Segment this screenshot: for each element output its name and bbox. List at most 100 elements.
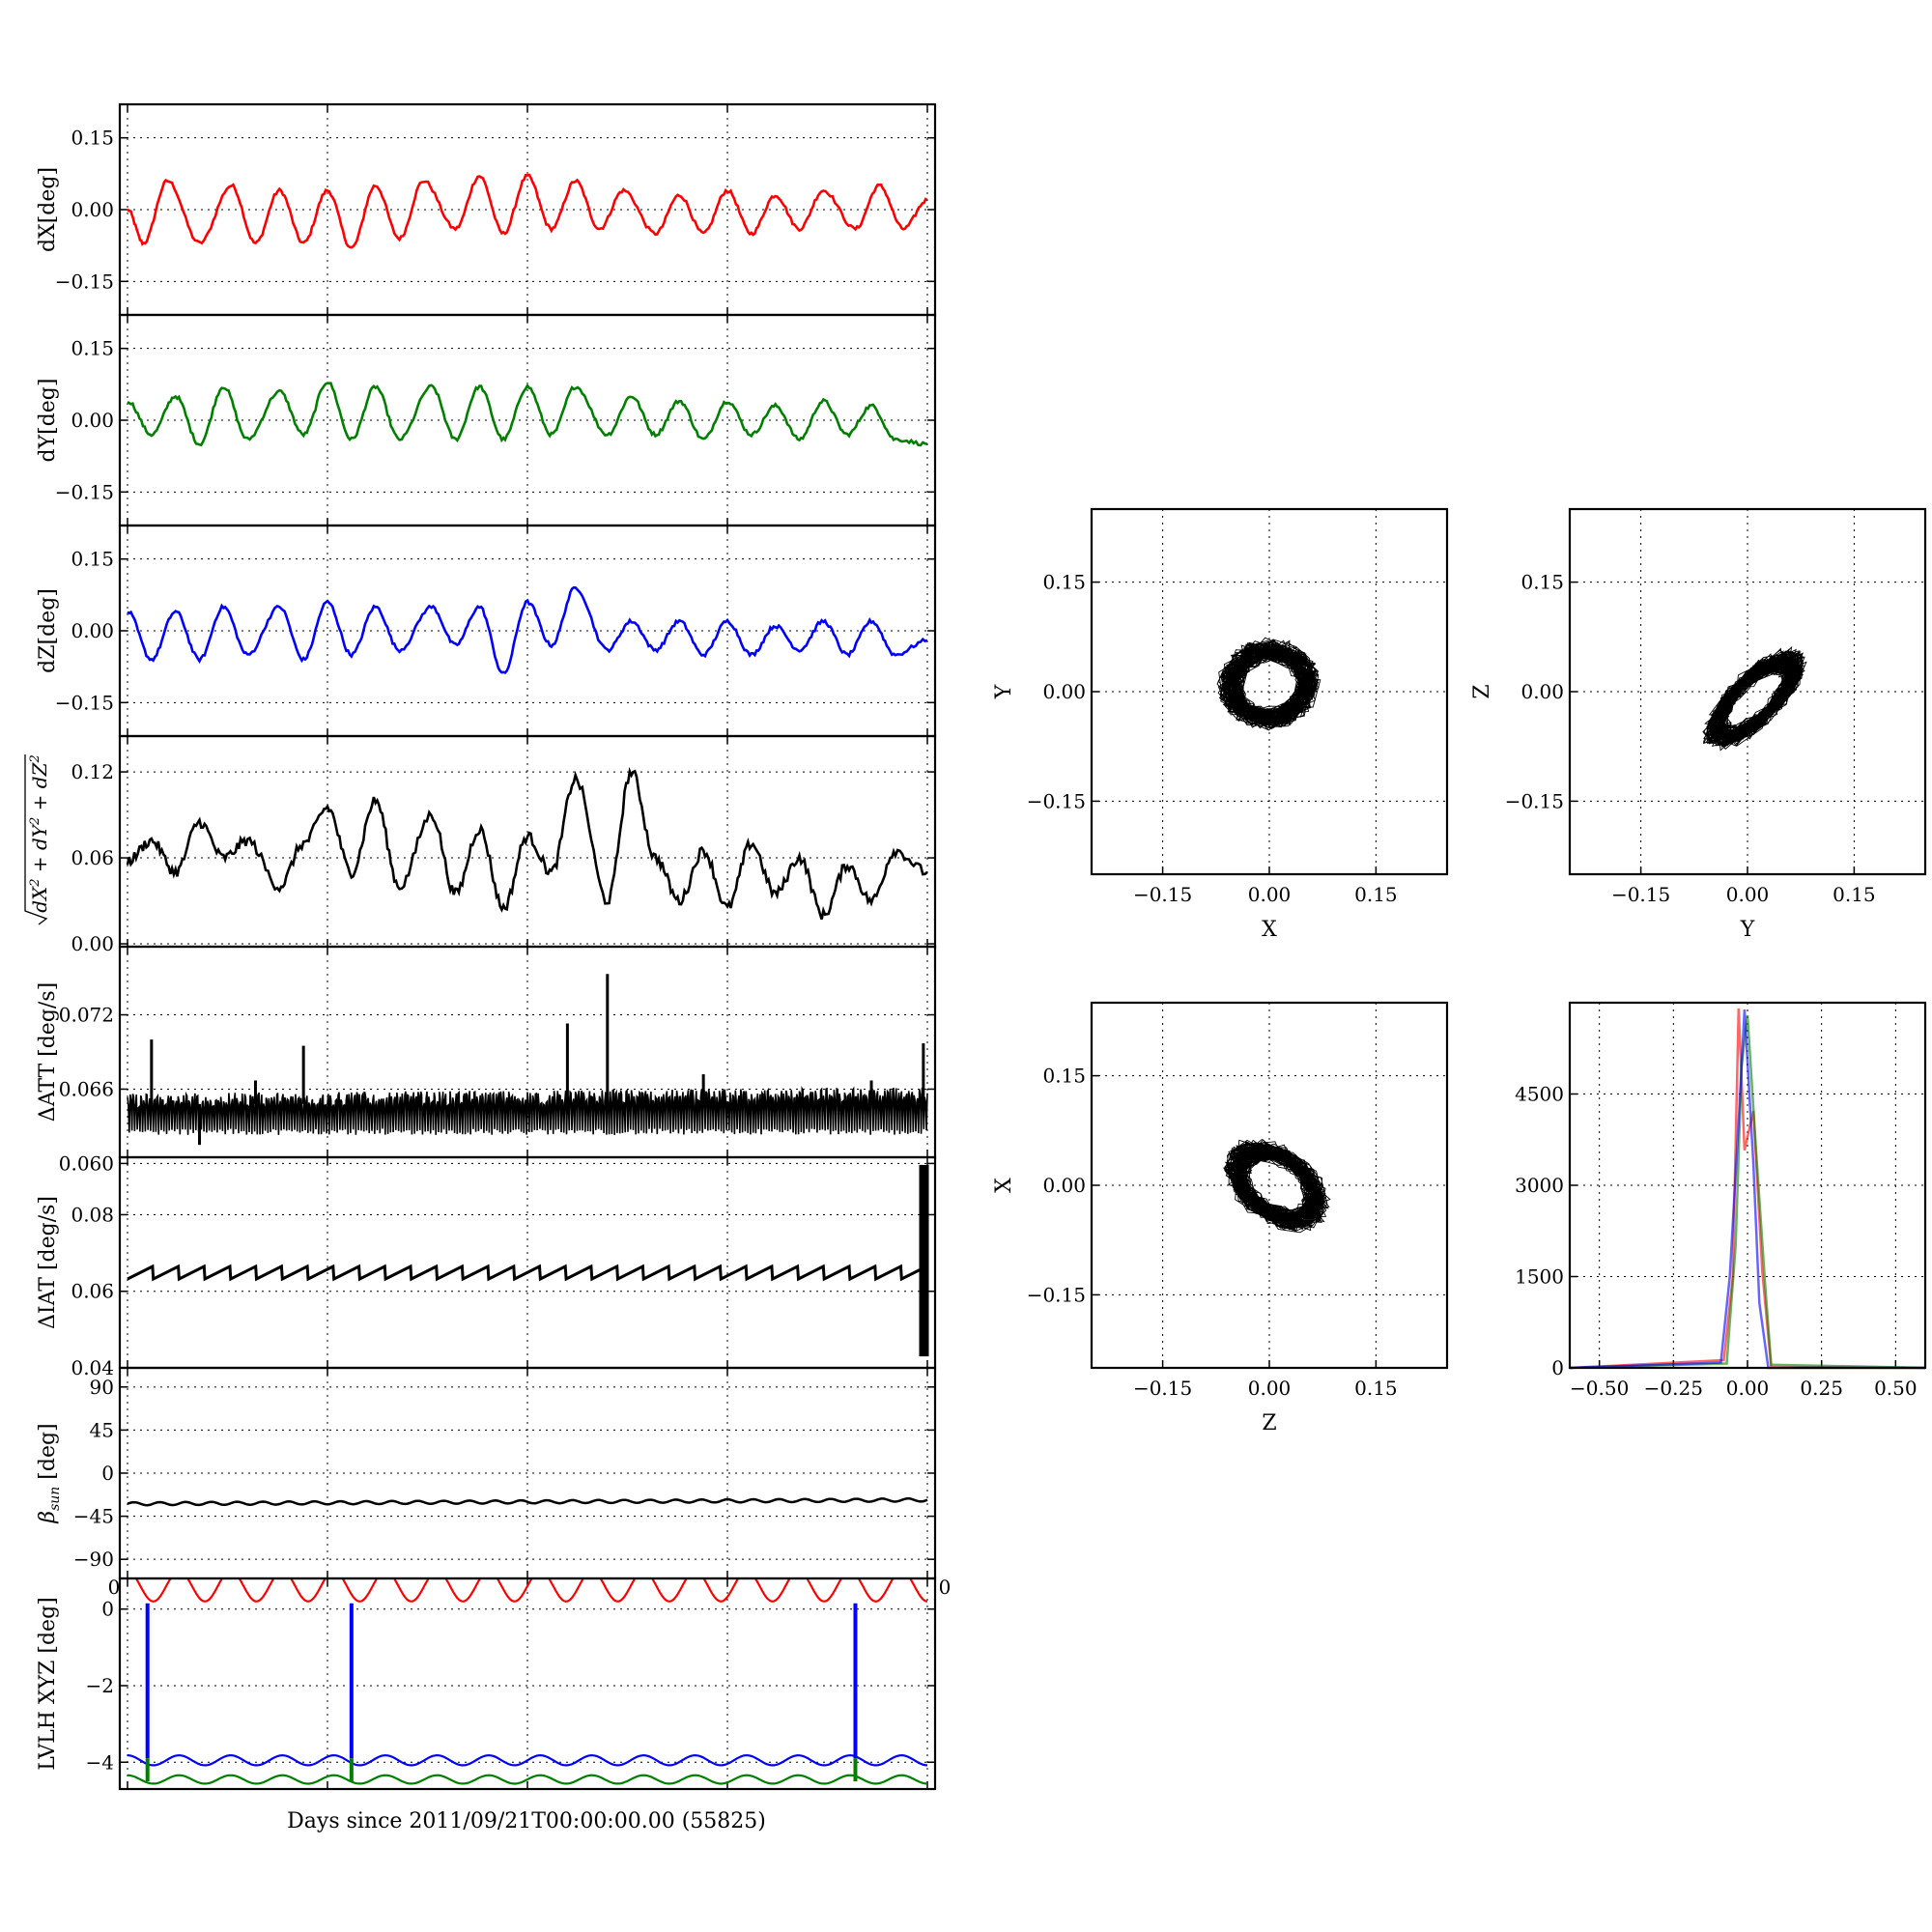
panel-dIAT: 0.04 0.06 0.08 ΔIAT [deg/s] <box>36 1155 937 1379</box>
y-tick-label: 0.00 <box>1042 680 1086 703</box>
panel-scatter_yz: −0.15 −0.15 0.00 0.00 0.15 0.15 Y Z <box>1470 507 1927 942</box>
x-tick-label: 0.15 <box>1833 883 1876 906</box>
panel-frame <box>118 1577 937 1791</box>
y-tick-label: 0.060 <box>59 1151 114 1175</box>
y-tick-label: 0.00 <box>71 932 114 955</box>
x-axis-label: Days since 2011/09/21T00:00:00.00 (55825… <box>287 1809 766 1833</box>
series-line <box>127 382 928 447</box>
y-tick-label: −4 <box>86 1750 114 1774</box>
y-tick-label: 3000 <box>1515 1174 1564 1197</box>
x-tick-label: 0.25 <box>1800 1377 1843 1400</box>
data-group <box>127 382 928 447</box>
x-tick-label: 0.00 <box>1726 1377 1770 1400</box>
x-tick-label: −0.15 <box>1611 883 1670 906</box>
y-tick-label: 1500 <box>1515 1265 1564 1289</box>
y-axis-label-text: dX2 + dY2 + dZ2 <box>28 754 51 913</box>
panel-frame <box>1090 1001 1449 1370</box>
y-tick-label: 0.00 <box>71 198 114 221</box>
x-tick-label: 0.00 <box>1726 883 1770 906</box>
panel-beta: −90 −45 0 45 90 βsun [deg] <box>36 1366 937 1580</box>
x-tick-label: 0 <box>939 1576 952 1599</box>
panel-dY: −0.15 0.00 0.15 dY[deg] <box>36 313 937 527</box>
y-tick-label: 0.15 <box>71 337 114 360</box>
series-line <box>127 1497 928 1507</box>
y-tick-label: −0.15 <box>1027 1283 1086 1306</box>
y-tick-label: 0.066 <box>59 1077 114 1100</box>
y-tick-label: 0.06 <box>71 846 114 869</box>
y-tick-label: 0.15 <box>1520 571 1564 594</box>
panel-frame <box>1090 507 1449 876</box>
y-axis-label: ΔIAT [deg/s] <box>36 1196 60 1329</box>
x-tick-label: −0.25 <box>1644 1377 1703 1400</box>
data-group <box>127 1497 928 1507</box>
panel-dZ: −0.15 0.00 0.15 dZ[deg] <box>36 524 937 738</box>
x-tick-label: −0.15 <box>1133 883 1192 906</box>
trajectory-line <box>1216 637 1321 731</box>
y-axis-label: βsun [deg] <box>36 1423 63 1523</box>
x-axis-label: Z <box>1262 1411 1276 1435</box>
y-tick-label: −0.15 <box>1505 789 1564 812</box>
y-axis-label: X <box>992 1178 1016 1193</box>
y-tick-label: −0.15 <box>55 691 114 714</box>
y-axis-label: dX2 + dY2 + dZ2 <box>24 754 51 925</box>
y-tick-label: −0.15 <box>55 270 114 293</box>
y-tick-label: 0.15 <box>1042 571 1086 594</box>
y-tick-label: 0.12 <box>71 760 114 783</box>
y-tick-label: 0.072 <box>59 1004 114 1027</box>
trajectory-line <box>1222 1138 1331 1234</box>
y-tick-label: 0 <box>1551 1356 1564 1379</box>
y-tick-label: −2 <box>86 1674 114 1697</box>
y-axis-label: dZ[deg] <box>36 588 60 673</box>
y-tick-label: 0.00 <box>1042 1174 1086 1197</box>
panel-scatter_zx: −0.15 −0.15 0.00 0.00 0.15 0.15 Z X <box>992 1001 1449 1435</box>
trajectory-line <box>1702 645 1807 752</box>
series-line <box>127 1774 928 1785</box>
series-line <box>127 1753 928 1767</box>
series-line <box>127 1086 928 1135</box>
y-tick-label: −0.15 <box>1027 789 1086 812</box>
panel-frame <box>118 1155 937 1370</box>
series-line <box>126 766 928 920</box>
y-tick-label: 0.15 <box>71 127 114 150</box>
series-line <box>134 1578 928 1603</box>
y-tick-label: 0 <box>101 1598 114 1621</box>
burst <box>919 1164 929 1357</box>
panel-frame <box>1568 507 1927 876</box>
x-tick-label: −0.15 <box>1133 1377 1192 1400</box>
series-line <box>127 1264 927 1282</box>
y-tick-label: −0.15 <box>55 480 114 503</box>
y-tick-label: −90 <box>73 1548 114 1571</box>
y-tick-label: 0.15 <box>71 548 114 571</box>
y-tick-label: 0.00 <box>1520 680 1564 703</box>
x-tick-label: 0 <box>108 1576 121 1599</box>
panel-dX: −0.15 0.00 0.15 dX[deg] <box>36 102 937 317</box>
y-tick-label: 0 <box>101 1462 114 1485</box>
data-group <box>127 1578 928 1785</box>
y-tick-label: −45 <box>73 1505 114 1528</box>
y-tick-label: 0.08 <box>71 1203 114 1226</box>
data-group <box>126 173 928 249</box>
x-axis-label: Y <box>1740 918 1755 942</box>
y-tick-label: 0.00 <box>71 619 114 642</box>
x-tick-label: 0.15 <box>1354 883 1398 906</box>
histogram-line <box>1569 1009 1925 1370</box>
y-axis-label: dX[deg] <box>36 167 60 252</box>
data-group <box>127 1164 929 1357</box>
y-tick-label: 45 <box>90 1418 114 1441</box>
sqrt-radical <box>24 754 48 925</box>
y-tick-label: 90 <box>90 1376 114 1399</box>
y-tick-label: 4500 <box>1515 1083 1564 1106</box>
y-tick-label: 0.00 <box>71 409 114 432</box>
y-axis-label: ΔATT [deg/s] <box>36 982 60 1122</box>
series-line <box>126 173 928 249</box>
series-line <box>127 585 928 674</box>
data-group <box>126 766 928 920</box>
y-tick-label: 0.04 <box>71 1356 114 1379</box>
x-tick-label: −0.50 <box>1570 1377 1629 1400</box>
panel-total: 0.00 0.06 0.12 dX2 + dY2 + dZ2 <box>24 734 937 955</box>
x-tick-label: 0.50 <box>1874 1377 1918 1400</box>
y-axis-label: Z <box>1470 684 1494 698</box>
y-axis-label: Y <box>992 684 1016 699</box>
y-tick-label: 0.06 <box>71 1280 114 1303</box>
